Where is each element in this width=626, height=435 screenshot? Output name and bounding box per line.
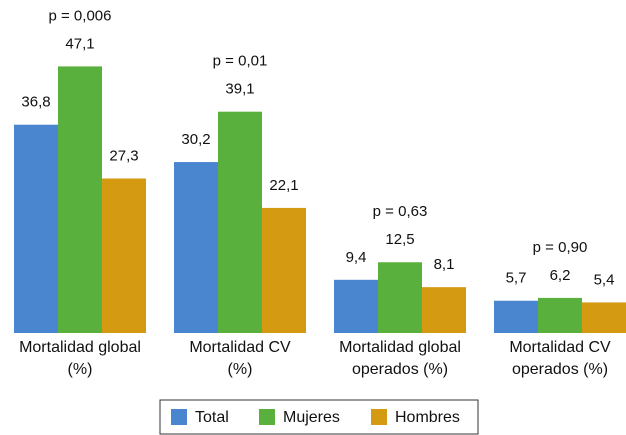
bar: [14, 124, 58, 333]
legend-label: Mujeres: [283, 409, 340, 426]
legend-swatch: [171, 409, 187, 425]
p-value: p = 0,006: [49, 7, 112, 24]
p-value: p = 0,63: [373, 203, 428, 220]
legend-label: Total: [195, 409, 229, 426]
value-label: 39,1: [225, 81, 254, 98]
value-label: 8,1: [434, 256, 455, 273]
x-tick-label: Mortalidad CV: [509, 339, 611, 356]
p-value: p = 0,01: [213, 53, 268, 70]
bar: [58, 66, 102, 333]
bar: [494, 300, 538, 333]
legend-label: Hombres: [395, 409, 460, 426]
bar: [174, 162, 218, 333]
x-tick-label: Mortalidad CV: [189, 339, 291, 356]
value-label: 9,4: [346, 249, 367, 266]
value-label: 6,2: [550, 267, 571, 284]
value-label: 27,3: [109, 147, 138, 164]
x-tick-label: Mortalidad global: [339, 339, 461, 356]
legend-box: [159, 399, 479, 435]
bar: [218, 111, 262, 333]
x-tick-label: (%): [228, 361, 253, 378]
value-label: 5,7: [506, 270, 527, 287]
bar: [334, 279, 378, 333]
bar: [262, 207, 306, 333]
x-tick-label: operados (%): [512, 361, 608, 378]
bar: [582, 302, 626, 333]
legend-swatch: [371, 409, 387, 425]
x-tick-label: (%): [68, 361, 93, 378]
bar: [538, 297, 582, 333]
p-value: p = 0,90: [533, 239, 588, 256]
value-label: 5,4: [594, 271, 615, 288]
value-label: 36,8: [21, 94, 50, 111]
x-tick-label: operados (%): [352, 361, 448, 378]
bar: [422, 287, 466, 333]
x-tick-label: Mortalidad global: [19, 339, 141, 356]
value-label: 22,1: [269, 177, 298, 194]
legend-swatch: [259, 409, 275, 425]
value-label: 47,1: [65, 35, 94, 52]
bar: [378, 262, 422, 333]
bar: [102, 178, 146, 333]
value-label: 30,2: [181, 131, 210, 148]
value-label: 12,5: [385, 231, 414, 248]
